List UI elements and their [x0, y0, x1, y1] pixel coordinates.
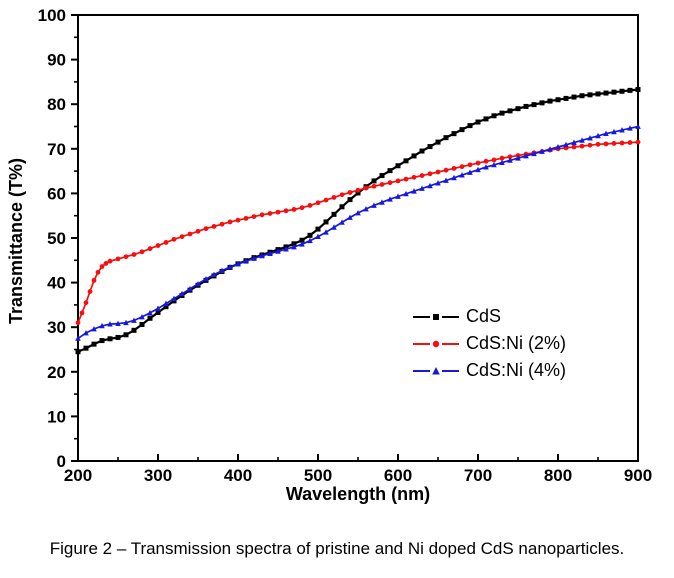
legend-item-cds-ni-4: CdS:Ni (4%) [413, 357, 566, 384]
svg-text:100: 100 [38, 6, 66, 25]
chart-legend: CdS CdS:Ni (2%) CdS:Ni (4%) [413, 303, 566, 384]
svg-text:20: 20 [47, 363, 66, 382]
legend-symbol-square-icon [413, 313, 459, 320]
svg-text:80: 80 [47, 95, 66, 114]
svg-text:70: 70 [47, 140, 66, 159]
legend-symbol-circle-icon [413, 340, 459, 347]
svg-text:600: 600 [384, 466, 412, 485]
svg-text:30: 30 [47, 318, 66, 337]
legend-label: CdS:Ni (2%) [466, 333, 567, 353]
svg-text:90: 90 [47, 51, 66, 70]
legend-label: CdS [466, 306, 502, 326]
legend-label: CdS:Ni (4%) [466, 360, 567, 380]
svg-text:50: 50 [47, 229, 66, 248]
svg-text:0: 0 [57, 452, 66, 471]
legend-item-cds: CdS [413, 303, 566, 330]
svg-text:800: 800 [544, 466, 572, 485]
svg-text:40: 40 [47, 274, 66, 293]
svg-text:400: 400 [224, 466, 252, 485]
y-axis-label: Transmittance (T%) [6, 157, 26, 325]
figure-caption: Figure 2 – Transmission spectra of prist… [49, 539, 625, 558]
svg-text:10: 10 [47, 407, 66, 426]
transmission-spectra-chart: 200 300 400 500 600 700 800 900 0 10 20 30 40 50 60 70 8… [38, 6, 653, 485]
x-axis-label: Wavelength (nm) [285, 484, 431, 504]
svg-text:900: 900 [624, 466, 652, 485]
svg-text:500: 500 [304, 466, 332, 485]
legend-item-cds-ni-2: CdS:Ni (2%) [413, 330, 566, 357]
svg-text:200: 200 [64, 466, 92, 485]
svg-text:300: 300 [144, 466, 172, 485]
svg-text:700: 700 [464, 466, 492, 485]
legend-symbol-triangle-icon [413, 366, 459, 374]
svg-text:60: 60 [47, 184, 66, 203]
